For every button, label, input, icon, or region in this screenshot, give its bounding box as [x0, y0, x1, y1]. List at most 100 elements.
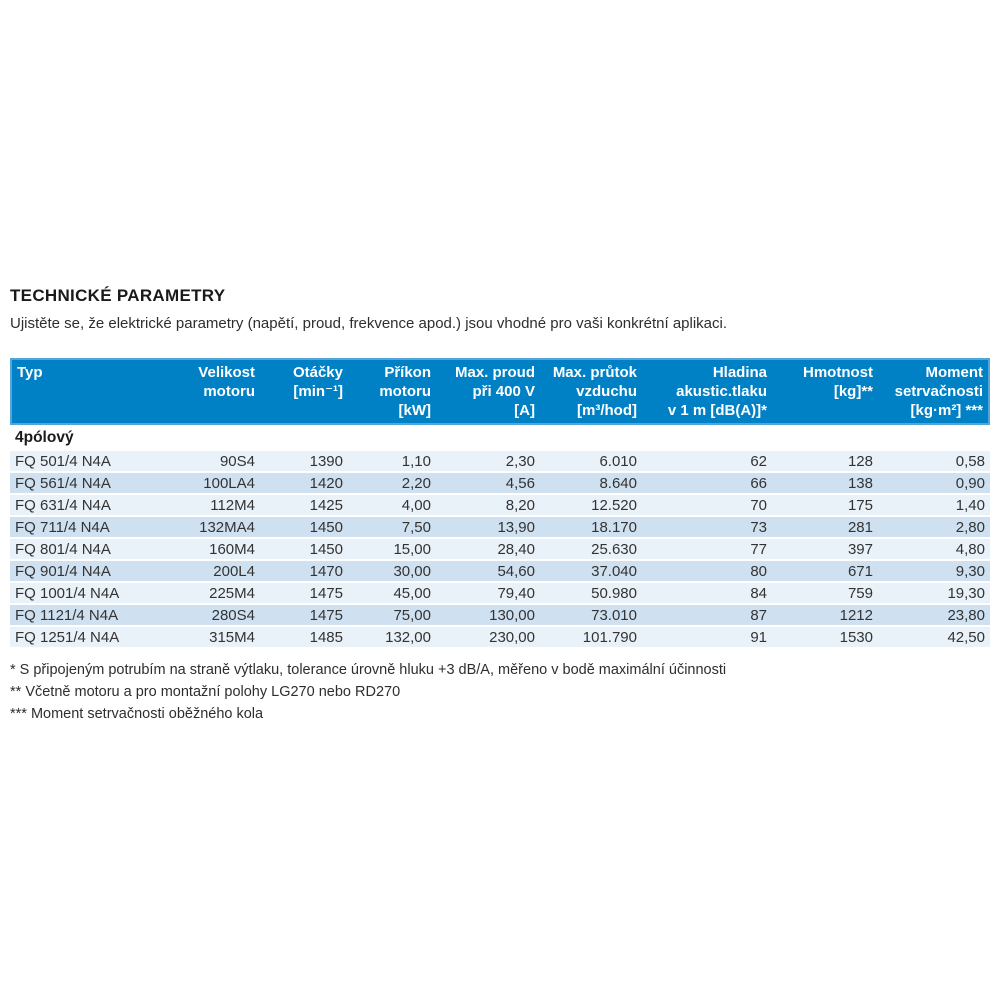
value-cell: 8,20 [436, 495, 540, 517]
value-cell: 25.630 [540, 539, 642, 561]
col-header-max-proud: Max. proud při 400 V [A] [436, 358, 540, 425]
value-cell: 1420 [260, 473, 348, 495]
table-row: FQ 801/4 N4A 160M4 1450 15,00 28,40 25.630 77 3… [10, 539, 990, 561]
value-cell: 315M4 [165, 627, 260, 649]
value-cell: 112M4 [165, 495, 260, 517]
col-header-max-prutok: Max. průtok vzduchu [m³/hod] [540, 358, 642, 425]
type-cell: FQ 901/4 N4A [10, 561, 165, 583]
type-cell: FQ 1001/4 N4A [10, 583, 165, 605]
table-row: FQ 901/4 N4A 200L4 1470 30,00 54,60 37.040 80 6… [10, 561, 990, 583]
value-cell: 87 [642, 605, 772, 627]
value-cell: 4,00 [348, 495, 436, 517]
value-cell: 12.520 [540, 495, 642, 517]
value-cell: 50.980 [540, 583, 642, 605]
value-cell: 100LA4 [165, 473, 260, 495]
col-header-moment-setrvacnosti: Moment setrvačnosti [kg·m²] *** [878, 358, 990, 425]
value-cell: 1,40 [878, 495, 990, 517]
value-cell: 15,00 [348, 539, 436, 561]
value-cell: 18.170 [540, 517, 642, 539]
value-cell: 45,00 [348, 583, 436, 605]
value-cell: 138 [772, 473, 878, 495]
footnote-1: * S připojeným potrubím na straně výtlak… [10, 662, 727, 678]
value-cell: 80 [642, 561, 772, 583]
table-row: FQ 631/4 N4A 112M4 1425 4,00 8,20 12.520 70 175… [10, 495, 990, 517]
type-cell: FQ 501/4 N4A [10, 451, 165, 473]
value-cell: 397 [772, 539, 878, 561]
value-cell: 671 [772, 561, 878, 583]
value-cell: 75,00 [348, 605, 436, 627]
type-cell: FQ 631/4 N4A [10, 495, 165, 517]
value-cell: 13,90 [436, 517, 540, 539]
table-body: 4pólový FQ 501/4 N4A 90S4 1390 1,10 2,30 6.01… [10, 425, 990, 649]
value-cell: 281 [772, 517, 878, 539]
table-row: FQ 1121/4 N4A 280S4 1475 75,00 130,00 73.010 8… [10, 605, 990, 627]
value-cell: 54,60 [436, 561, 540, 583]
footnotes: * S připojeným potrubím na straně výtlak… [10, 659, 990, 725]
value-cell: 30,00 [348, 561, 436, 583]
value-cell: 2,80 [878, 517, 990, 539]
value-cell: 6.010 [540, 451, 642, 473]
value-cell: 90S4 [165, 451, 260, 473]
col-header-prikon-motoru: Příkon motoru [kW] [348, 358, 436, 425]
value-cell: 79,40 [436, 583, 540, 605]
value-cell: 0,58 [878, 451, 990, 473]
value-cell: 2,20 [348, 473, 436, 495]
col-header-hmotnost: Hmotnost [kg]** [772, 358, 878, 425]
value-cell: 70 [642, 495, 772, 517]
value-cell: 7,50 [348, 517, 436, 539]
section-label: 4pólový [10, 425, 990, 451]
value-cell: 280S4 [165, 605, 260, 627]
table-header-row: Typ Velikost motoru Otáčky [min⁻¹] Příko… [10, 358, 990, 425]
value-cell: 37.040 [540, 561, 642, 583]
footnote-3: *** Moment setrvačnosti oběžného kola [10, 706, 264, 722]
parameters-table-wrapper: Typ Velikost motoru Otáčky [min⁻¹] Příko… [10, 358, 990, 649]
table-row: FQ 1001/4 N4A 225M4 1475 45,00 79,40 50.980 84… [10, 583, 990, 605]
value-cell: 19,30 [878, 583, 990, 605]
value-cell: 1450 [260, 539, 348, 561]
col-header-velikost-motoru: Velikost motoru [165, 358, 260, 425]
value-cell: 42,50 [878, 627, 990, 649]
table-row: FQ 711/4 N4A 132MA4 1450 7,50 13,90 18.170 73 2… [10, 517, 990, 539]
value-cell: 160M4 [165, 539, 260, 561]
value-cell: 1470 [260, 561, 348, 583]
value-cell: 66 [642, 473, 772, 495]
value-cell: 1450 [260, 517, 348, 539]
type-cell: FQ 1121/4 N4A [10, 605, 165, 627]
page-subtitle: Ujistěte se, že elektrické parametry (na… [10, 315, 728, 332]
value-cell: 77 [642, 539, 772, 561]
value-cell: 91 [642, 627, 772, 649]
value-cell: 200L4 [165, 561, 260, 583]
value-cell: 225M4 [165, 583, 260, 605]
value-cell: 73 [642, 517, 772, 539]
type-cell: FQ 801/4 N4A [10, 539, 165, 561]
value-cell: 230,00 [436, 627, 540, 649]
value-cell: 0,90 [878, 473, 990, 495]
value-cell: 1485 [260, 627, 348, 649]
value-cell: 8.640 [540, 473, 642, 495]
value-cell: 1,10 [348, 451, 436, 473]
table-row: FQ 1251/4 N4A 315M4 1485 132,00 230,00 101.79… [10, 627, 990, 649]
parameters-table: Typ Velikost motoru Otáčky [min⁻¹] Příko… [10, 358, 990, 649]
table-row: FQ 501/4 N4A 90S4 1390 1,10 2,30 6.010 62 128 0,… [10, 451, 990, 473]
value-cell: 1390 [260, 451, 348, 473]
value-cell: 1475 [260, 583, 348, 605]
type-cell: FQ 561/4 N4A [10, 473, 165, 495]
value-cell: 1530 [772, 627, 878, 649]
value-cell: 132MA4 [165, 517, 260, 539]
document-page: TECHNICKÉ PARAMETRY Ujistěte se, že elek… [10, 0, 990, 725]
value-cell: 84 [642, 583, 772, 605]
value-cell: 132,00 [348, 627, 436, 649]
col-header-typ: Typ [10, 358, 165, 425]
value-cell: 4,80 [878, 539, 990, 561]
value-cell: 1425 [260, 495, 348, 517]
type-cell: FQ 1251/4 N4A [10, 627, 165, 649]
value-cell: 23,80 [878, 605, 990, 627]
value-cell: 62 [642, 451, 772, 473]
table-row: FQ 561/4 N4A 100LA4 1420 2,20 4,56 8.640 66 138… [10, 473, 990, 495]
footnote-2: ** Včetně motoru a pro montažní polohy L… [10, 684, 401, 700]
value-cell: 1212 [772, 605, 878, 627]
col-header-otacky: Otáčky [min⁻¹] [260, 358, 348, 425]
value-cell: 4,56 [436, 473, 540, 495]
value-cell: 130,00 [436, 605, 540, 627]
value-cell: 1475 [260, 605, 348, 627]
